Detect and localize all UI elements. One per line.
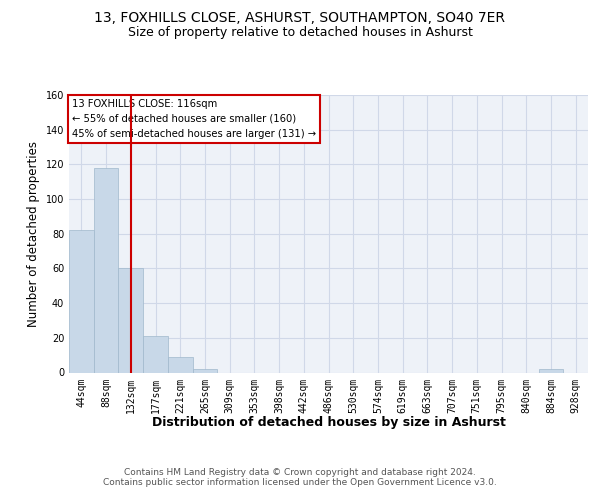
Text: Distribution of detached houses by size in Ashurst: Distribution of detached houses by size … xyxy=(152,416,506,429)
Bar xyxy=(94,168,118,372)
Text: Contains HM Land Registry data © Crown copyright and database right 2024.
Contai: Contains HM Land Registry data © Crown c… xyxy=(103,468,497,487)
Bar xyxy=(193,369,217,372)
Y-axis label: Number of detached properties: Number of detached properties xyxy=(27,141,40,327)
Bar xyxy=(168,357,193,372)
Text: 13 FOXHILLS CLOSE: 116sqm
← 55% of detached houses are smaller (160)
45% of semi: 13 FOXHILLS CLOSE: 116sqm ← 55% of detac… xyxy=(71,99,316,139)
Text: 13, FOXHILLS CLOSE, ASHURST, SOUTHAMPTON, SO40 7ER: 13, FOXHILLS CLOSE, ASHURST, SOUTHAMPTON… xyxy=(95,10,505,24)
Bar xyxy=(539,369,563,372)
Bar xyxy=(143,336,168,372)
Bar xyxy=(118,268,143,372)
Bar xyxy=(69,230,94,372)
Text: Size of property relative to detached houses in Ashurst: Size of property relative to detached ho… xyxy=(128,26,472,39)
